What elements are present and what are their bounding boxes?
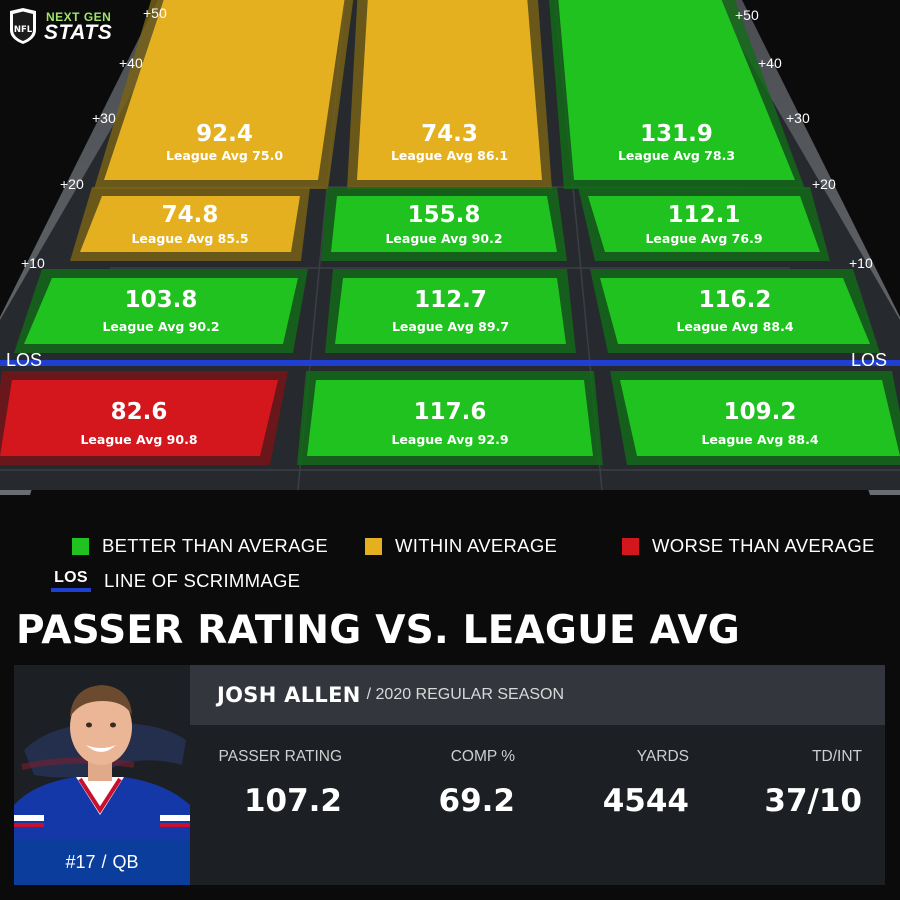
los-label-left: LOS bbox=[6, 350, 42, 370]
stat-value-yards: 4544 bbox=[602, 783, 689, 819]
zone-value: 103.8 bbox=[125, 287, 198, 313]
legend-better-swatch bbox=[72, 537, 89, 555]
yard-markers-left: +50 +40 +30 +20 +10 bbox=[21, 5, 167, 271]
zone-value: 112.1 bbox=[668, 202, 741, 228]
legend-within-swatch bbox=[365, 537, 382, 555]
zone-0-9-left bbox=[24, 278, 298, 344]
zone-value: 112.7 bbox=[414, 287, 487, 313]
player-number: #17 bbox=[65, 852, 96, 872]
zone-behind-middle bbox=[307, 380, 593, 456]
nfl-shield-text: NFL bbox=[14, 25, 33, 35]
zone-league-avg: League Avg 90.2 bbox=[102, 319, 219, 334]
yard-markers-right: +50 +40 +30 +20 +10 bbox=[735, 7, 873, 271]
zone-value: 74.8 bbox=[162, 202, 219, 228]
player-season: / 2020 REGULAR SEASON bbox=[366, 686, 565, 703]
stat-value-comp-pct: 69.2 bbox=[438, 783, 516, 819]
yard-mark: +30 bbox=[786, 110, 810, 126]
player-number-badge: #17 / QB bbox=[14, 840, 190, 885]
player-position: QB bbox=[112, 852, 139, 872]
player-card: #17 / QB JOSH ALLEN / 2020 REGULAR SEASO… bbox=[14, 665, 885, 885]
legend-los-label: LINE OF SCRIMMAGE bbox=[104, 569, 301, 591]
player-photo bbox=[14, 665, 190, 840]
stat-value-td-int: 37/10 bbox=[764, 783, 862, 819]
zone-value: 155.8 bbox=[408, 202, 481, 228]
yard-mark: +40 bbox=[758, 55, 782, 71]
line-of-scrimmage bbox=[0, 360, 900, 366]
zone-value: 116.2 bbox=[699, 287, 772, 313]
zone-20+-left bbox=[104, 0, 345, 180]
player-name-bar: JOSH ALLEN / 2020 REGULAR SEASON bbox=[190, 665, 885, 725]
zone-0-9-right bbox=[600, 278, 870, 344]
zone-10-19-right bbox=[588, 196, 820, 252]
zone-value: 74.3 bbox=[421, 121, 478, 147]
brand-line-2: STATS bbox=[44, 21, 113, 44]
zone-league-avg: League Avg 75.0 bbox=[166, 148, 283, 163]
stat-label-yards: YARDS bbox=[636, 748, 689, 765]
zone-20+-middle bbox=[357, 0, 542, 180]
stat-label-td-int: TD/INT bbox=[812, 748, 862, 765]
zone-value: 109.2 bbox=[724, 399, 797, 425]
legend-worse-swatch bbox=[622, 537, 639, 555]
zone-behind-right bbox=[620, 380, 900, 456]
yard-mark: +40 bbox=[119, 55, 143, 71]
zone-0-9-middle bbox=[335, 278, 566, 344]
legend-better: BETTER THAN AVERAGE bbox=[72, 535, 328, 557]
legend-within-label: WITHIN AVERAGE bbox=[395, 535, 558, 556]
zone-league-avg: League Avg 90.8 bbox=[80, 432, 197, 447]
yard-mark: +20 bbox=[812, 176, 836, 192]
stat-value-passer-rating: 107.2 bbox=[243, 783, 342, 819]
zone-league-avg: League Avg 92.9 bbox=[391, 432, 508, 447]
zone-league-avg: League Avg 85.5 bbox=[131, 231, 248, 246]
zone-league-avg: League Avg 86.1 bbox=[391, 148, 508, 163]
legend-worse: WORSE THAN AVERAGE bbox=[622, 535, 875, 557]
next-gen-stats-logo: NFL NEXT GEN STATS bbox=[8, 6, 133, 46]
brand-line-1: NEXT GEN bbox=[46, 10, 112, 24]
stat-label-passer-rating: PASSER RATING bbox=[218, 748, 342, 765]
yard-mark: +10 bbox=[21, 255, 45, 271]
zone-value: 131.9 bbox=[640, 121, 713, 147]
nfl-shield-icon: NFL bbox=[10, 8, 36, 44]
zone-value: 92.4 bbox=[196, 121, 253, 147]
zone-league-avg: League Avg 90.2 bbox=[385, 231, 502, 246]
zone-league-avg: League Avg 89.7 bbox=[392, 319, 509, 334]
zone-league-avg: League Avg 76.9 bbox=[645, 231, 762, 246]
zone-10-19-left bbox=[80, 196, 300, 252]
legend-worse-label: WORSE THAN AVERAGE bbox=[652, 535, 875, 556]
player-name: JOSH ALLEN bbox=[217, 683, 361, 707]
zone-10-19-middle bbox=[331, 196, 557, 252]
zone-league-avg: League Avg 88.4 bbox=[701, 432, 818, 447]
zone-league-avg: League Avg 78.3 bbox=[618, 148, 735, 163]
zone-behind-left bbox=[0, 380, 278, 456]
los-label-right: LOS bbox=[851, 350, 887, 370]
legend-better-label: BETTER THAN AVERAGE bbox=[102, 535, 329, 556]
stat-label-comp-pct: COMP % bbox=[450, 748, 515, 765]
player-avatar-icon bbox=[14, 685, 190, 840]
zone-value: 117.6 bbox=[414, 399, 487, 425]
yard-mark: +20 bbox=[60, 176, 84, 192]
yard-mark: +50 bbox=[735, 7, 759, 23]
yard-mark: +10 bbox=[849, 255, 873, 271]
zone-20+-right bbox=[558, 0, 795, 180]
zone-league-avg: League Avg 88.4 bbox=[676, 319, 793, 334]
legend-los-tag: LOS bbox=[51, 569, 91, 592]
yard-mark: +50 bbox=[143, 5, 167, 21]
zone-value: 82.6 bbox=[111, 399, 168, 425]
legend-los: LOS LINE OF SCRIMMAGE bbox=[51, 569, 300, 592]
yard-mark: +30 bbox=[92, 110, 116, 126]
page-title: PASSER RATING VS. LEAGUE AVG bbox=[16, 608, 740, 653]
legend-within: WITHIN AVERAGE bbox=[365, 535, 557, 557]
